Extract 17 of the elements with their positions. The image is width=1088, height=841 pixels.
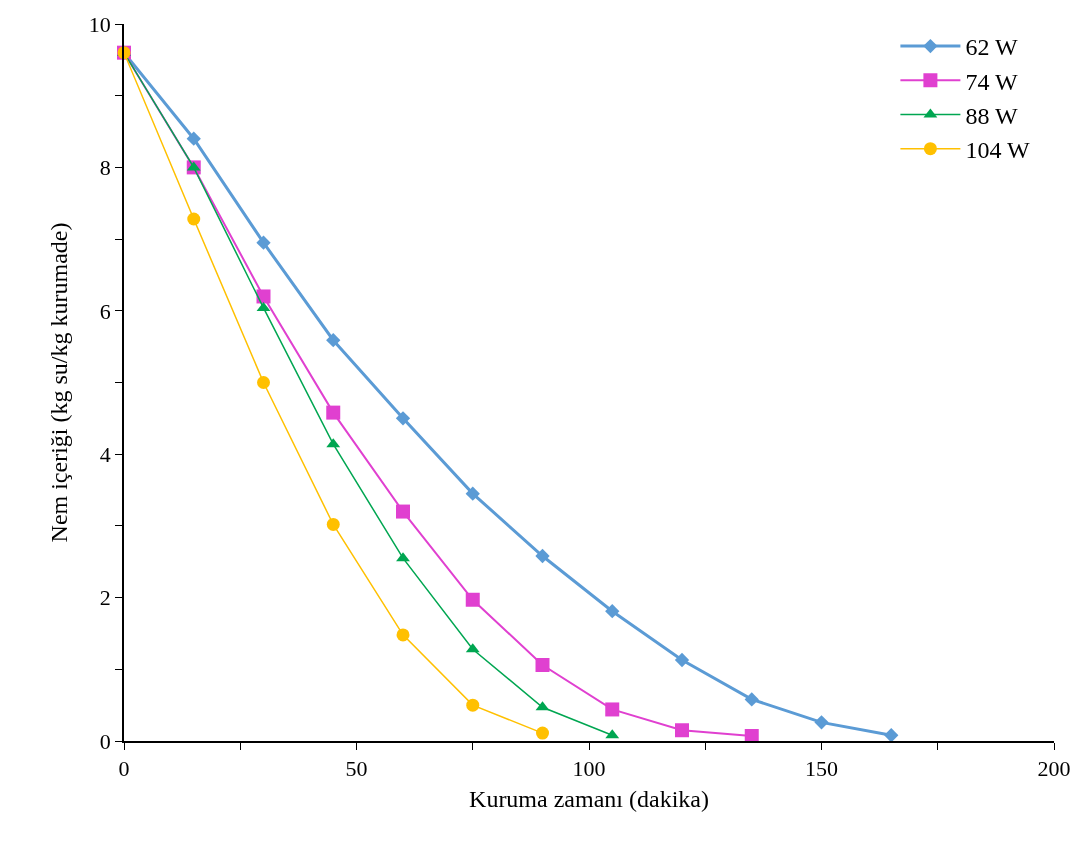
legend-label: 62 W xyxy=(965,34,1018,61)
x-tick-label: 150 xyxy=(805,756,838,782)
y-tick-label: 4 xyxy=(99,441,111,467)
x-axis-title: Kuruma zamanı (dakika) xyxy=(469,785,709,812)
legend-label: 88 W xyxy=(965,102,1018,129)
x-tick-label: 100 xyxy=(572,756,606,782)
y-tick-label: 8 xyxy=(99,155,111,181)
y-tick-label: 6 xyxy=(99,298,111,324)
legend-label: 74 W xyxy=(965,68,1018,95)
x-tick-label: 50 xyxy=(345,756,368,782)
y-tick-label: 0 xyxy=(99,728,111,754)
y-tick-label: 10 xyxy=(88,11,111,37)
y-axis-title: Nem içeriği (kg su/kg kurumade) xyxy=(46,222,73,543)
legend-label: 104 W xyxy=(965,137,1030,164)
x-tick-label: 200 xyxy=(1037,756,1071,782)
y-tick-label: 2 xyxy=(99,585,111,611)
x-tick-label: 0 xyxy=(118,756,130,782)
